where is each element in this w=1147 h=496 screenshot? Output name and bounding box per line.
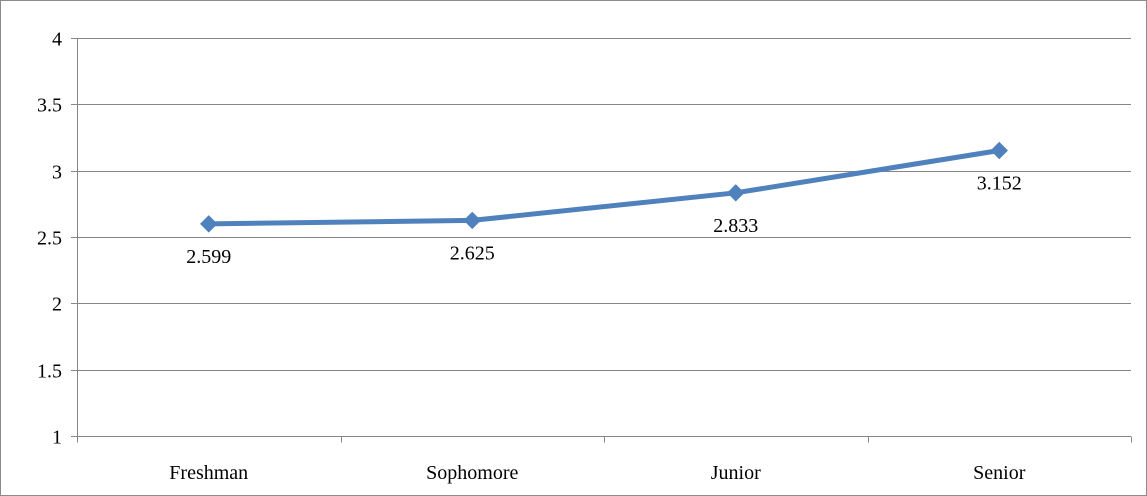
- y-tick-label: 3: [52, 162, 62, 184]
- data-label: 2.599: [186, 246, 231, 268]
- x-axis-tick-labels: Freshman Sophomore Junior Senior: [169, 462, 1025, 484]
- x-tick-label: Senior: [973, 462, 1026, 484]
- y-axis-tick-labels: 1 1.5 2 2.5 3 3.5 4: [37, 29, 62, 449]
- gridlines: [77, 38, 1131, 371]
- x-tick-label: Freshman: [169, 462, 248, 484]
- data-label: 3.152: [977, 173, 1022, 195]
- data-point-marker: [727, 184, 745, 202]
- data-label: 2.625: [450, 242, 495, 264]
- data-labels: 2.599 2.625 2.833 3.152: [186, 173, 1022, 268]
- series-layer: [200, 141, 1008, 233]
- y-tick-label: 2.5: [37, 228, 62, 250]
- data-point-marker: [200, 215, 218, 233]
- y-tick-label: 1: [52, 427, 62, 449]
- y-tick-label: 2: [52, 294, 62, 316]
- data-point-marker: [990, 141, 1008, 160]
- data-point-marker: [463, 211, 481, 230]
- x-tick-label: Sophomore: [426, 462, 518, 484]
- y-tick-label: 4: [52, 29, 62, 51]
- data-label: 2.833: [713, 215, 758, 237]
- y-tick-label: 1.5: [37, 361, 62, 383]
- series-line: [206, 148, 1002, 227]
- x-tick-label: Junior: [711, 462, 761, 484]
- axes: [71, 38, 1132, 443]
- y-tick-label: 3.5: [37, 95, 62, 117]
